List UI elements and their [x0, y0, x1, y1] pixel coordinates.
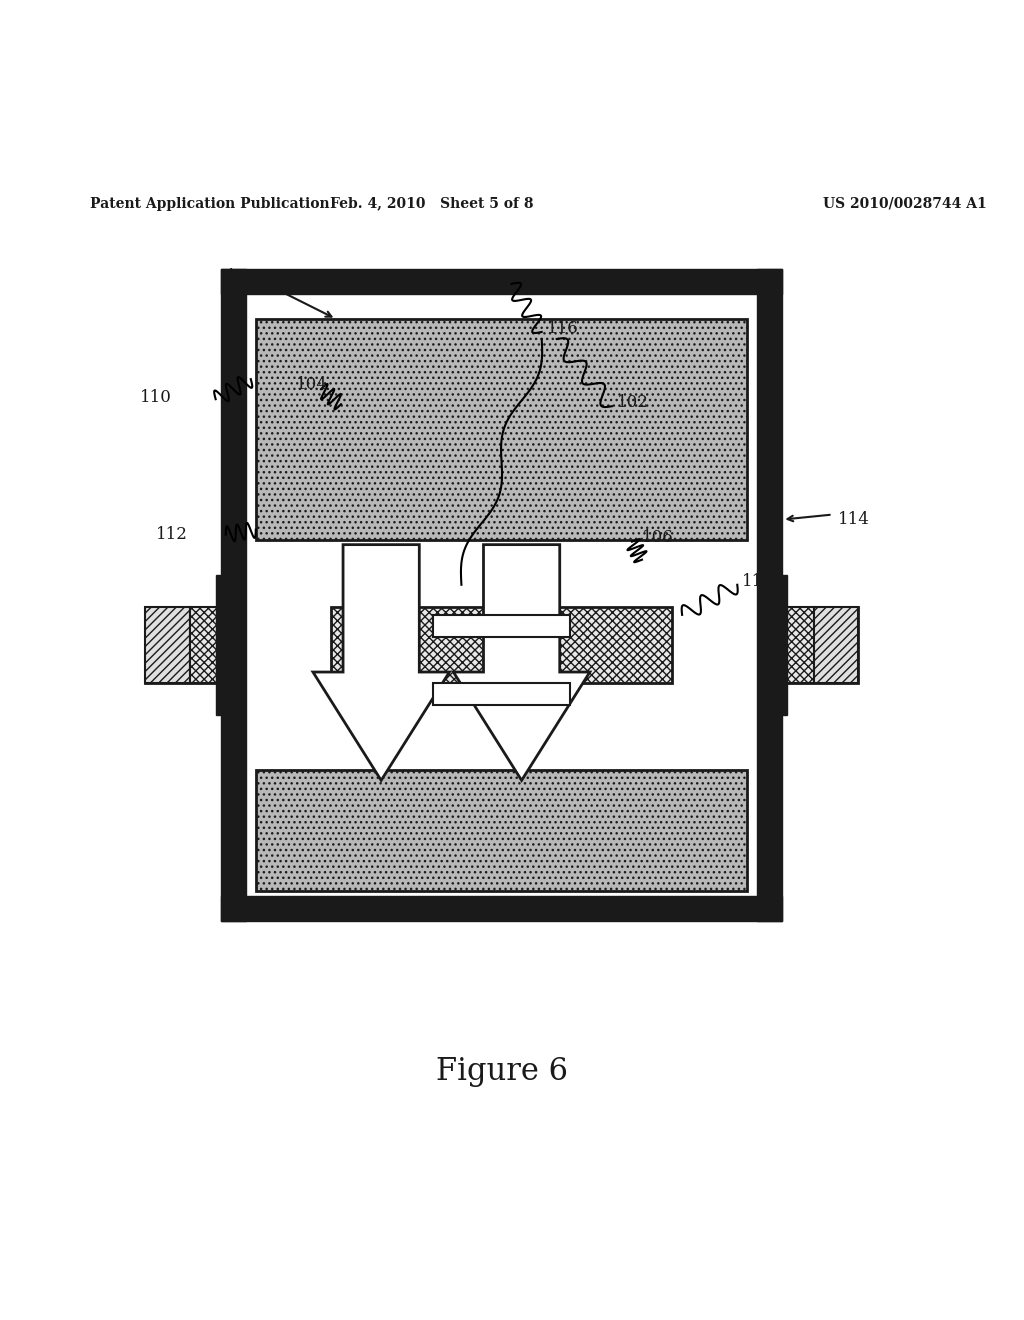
FancyBboxPatch shape [221, 896, 782, 921]
Text: 116: 116 [547, 321, 579, 338]
Polygon shape [454, 545, 590, 780]
FancyBboxPatch shape [221, 269, 782, 294]
Text: Patent Application Publication: Patent Application Publication [90, 197, 330, 211]
FancyBboxPatch shape [777, 607, 858, 682]
FancyBboxPatch shape [433, 682, 569, 705]
FancyBboxPatch shape [221, 269, 246, 921]
FancyBboxPatch shape [189, 607, 225, 682]
FancyBboxPatch shape [256, 771, 748, 891]
Polygon shape [313, 545, 450, 780]
FancyBboxPatch shape [145, 607, 225, 682]
Text: 100: 100 [225, 268, 258, 285]
FancyBboxPatch shape [769, 574, 787, 715]
Text: 104: 104 [296, 376, 328, 392]
FancyBboxPatch shape [256, 319, 748, 540]
Text: 114: 114 [838, 511, 869, 528]
FancyBboxPatch shape [777, 607, 813, 682]
Text: Figure 6: Figure 6 [435, 1056, 567, 1086]
Text: Feb. 4, 2010   Sheet 5 of 8: Feb. 4, 2010 Sheet 5 of 8 [330, 197, 534, 211]
FancyBboxPatch shape [246, 294, 758, 896]
Text: 102: 102 [616, 393, 649, 411]
Text: 118: 118 [742, 573, 774, 590]
FancyBboxPatch shape [216, 574, 233, 715]
FancyBboxPatch shape [758, 269, 782, 921]
FancyBboxPatch shape [145, 607, 189, 682]
Text: 112: 112 [156, 527, 187, 543]
FancyBboxPatch shape [433, 615, 569, 638]
FancyBboxPatch shape [813, 607, 858, 682]
FancyBboxPatch shape [331, 607, 672, 682]
Text: US 2010/0028744 A1: US 2010/0028744 A1 [822, 197, 986, 211]
Text: 110: 110 [140, 388, 172, 405]
Text: 106: 106 [642, 529, 674, 546]
